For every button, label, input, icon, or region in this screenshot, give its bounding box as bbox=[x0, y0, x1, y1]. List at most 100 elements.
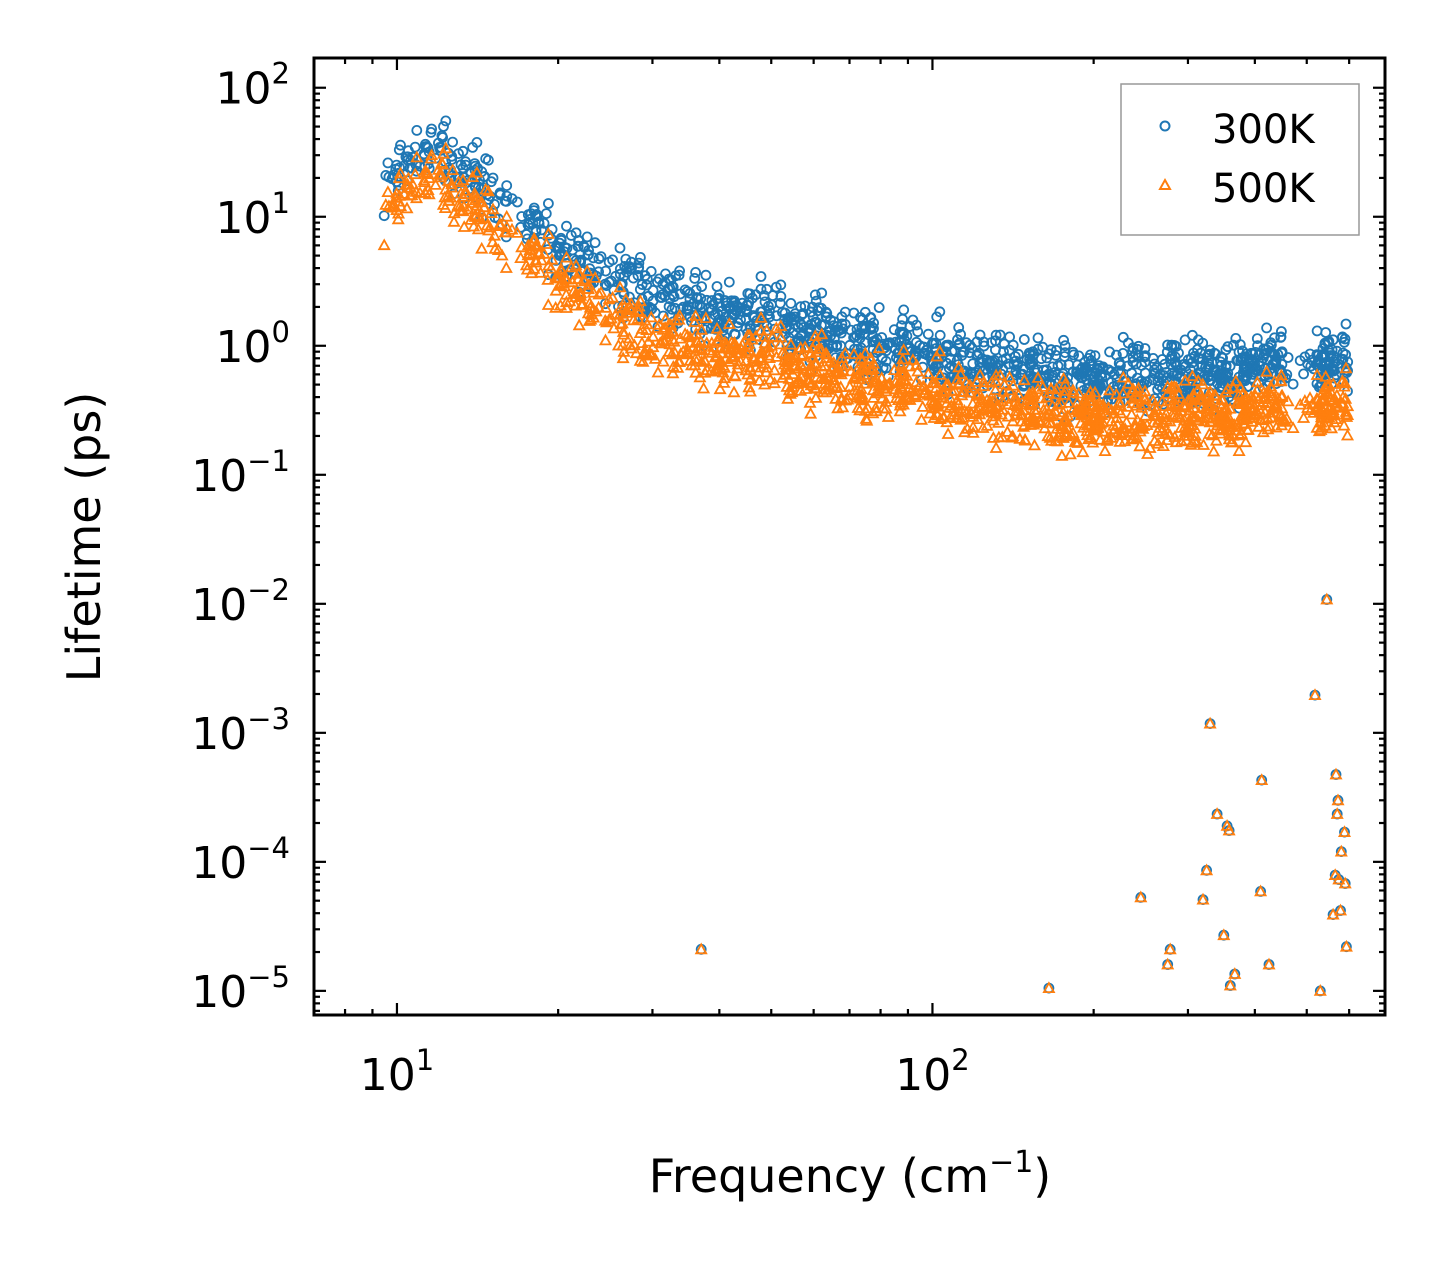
point-300k bbox=[796, 309, 807, 321]
point-500k bbox=[996, 385, 1011, 397]
point-500k bbox=[699, 311, 713, 324]
point-500k bbox=[545, 252, 559, 265]
point-500k bbox=[766, 329, 780, 342]
x-tick-label: 102 bbox=[895, 1043, 969, 1101]
point-500k bbox=[515, 240, 529, 253]
point-500k bbox=[951, 411, 965, 424]
point-500k bbox=[401, 177, 415, 190]
point-300k bbox=[625, 263, 636, 275]
point-300k bbox=[775, 279, 787, 291]
point-500k bbox=[1163, 414, 1177, 427]
point-500k bbox=[1148, 434, 1162, 446]
point-500k bbox=[655, 336, 669, 349]
point-500k bbox=[977, 375, 991, 388]
point-500k bbox=[1161, 379, 1175, 392]
point-300k bbox=[1308, 363, 1320, 375]
point-500k bbox=[1190, 435, 1204, 448]
point-500k bbox=[1239, 435, 1253, 448]
point-500k bbox=[442, 193, 456, 206]
point-300k bbox=[726, 308, 738, 320]
y-tick-label: 10−4 bbox=[191, 831, 290, 889]
point-300k bbox=[1331, 345, 1343, 357]
point-500k bbox=[438, 201, 452, 214]
point-500k bbox=[1116, 386, 1130, 399]
point-500k bbox=[693, 370, 707, 383]
point-500k bbox=[739, 363, 753, 376]
point-500k bbox=[829, 381, 843, 394]
point-500k bbox=[569, 286, 583, 299]
point-500k bbox=[984, 375, 999, 388]
point-500k bbox=[809, 335, 823, 348]
plot-frame bbox=[312, 56, 1387, 1017]
point-500k bbox=[1089, 422, 1104, 435]
point-500k bbox=[1059, 429, 1073, 442]
point-500k bbox=[574, 297, 589, 310]
point-300k bbox=[506, 193, 518, 205]
point-500k bbox=[1098, 444, 1112, 457]
point-500k bbox=[1137, 419, 1151, 431]
point-300k bbox=[538, 217, 550, 229]
point-300k bbox=[803, 325, 814, 337]
point-500k bbox=[599, 300, 613, 313]
point-500k bbox=[879, 401, 893, 414]
point-500k bbox=[995, 394, 1009, 407]
point-500k bbox=[1341, 399, 1355, 412]
tick-labels: 101 102 102 101 100 10−1 10−2 10−3 10−4 10−5 bbox=[191, 57, 969, 1101]
point-300k bbox=[621, 263, 632, 275]
point-500k bbox=[417, 173, 431, 186]
point-500k bbox=[866, 370, 880, 383]
point-500k bbox=[1016, 419, 1031, 432]
point-500k bbox=[906, 353, 920, 365]
point-500k bbox=[741, 328, 755, 341]
point-300k bbox=[741, 299, 753, 311]
point-500k bbox=[1051, 434, 1065, 447]
point-500k bbox=[1063, 447, 1077, 460]
point-500k bbox=[893, 398, 907, 411]
point-500k bbox=[697, 381, 711, 394]
point-500k bbox=[973, 368, 987, 381]
point-500k bbox=[1056, 405, 1070, 418]
point-300k bbox=[945, 353, 956, 365]
point-300k bbox=[1276, 347, 1288, 359]
point-500k bbox=[1163, 942, 1177, 955]
y-tick-label: 10−5 bbox=[191, 960, 290, 1018]
point-500k bbox=[1017, 373, 1031, 386]
point-300k bbox=[1160, 366, 1172, 378]
point-500k bbox=[708, 350, 722, 363]
point-500k bbox=[1239, 412, 1253, 425]
point-300k bbox=[1232, 354, 1244, 366]
point-500k bbox=[966, 426, 980, 438]
point-500k bbox=[527, 234, 541, 247]
point-500k bbox=[895, 365, 909, 378]
point-500k bbox=[486, 235, 500, 248]
point-500k bbox=[1080, 424, 1094, 437]
point-500k bbox=[1141, 447, 1155, 459]
point-500k bbox=[954, 367, 968, 380]
point-500k bbox=[1072, 386, 1086, 399]
point-500k bbox=[651, 365, 665, 378]
point-300k bbox=[1317, 343, 1329, 354]
point-300k bbox=[460, 156, 471, 168]
point-500k bbox=[1117, 425, 1131, 438]
point-300k bbox=[1166, 368, 1178, 379]
point-300k bbox=[1192, 334, 1204, 346]
point-500k bbox=[458, 183, 473, 196]
point-500k bbox=[923, 388, 937, 401]
point-500k bbox=[607, 321, 621, 334]
point-500k bbox=[1205, 428, 1219, 441]
point-500k bbox=[1002, 383, 1016, 396]
point-500k bbox=[794, 349, 809, 362]
point-500k bbox=[1170, 409, 1184, 422]
point-500k bbox=[1070, 395, 1084, 408]
point-500k bbox=[1310, 368, 1324, 380]
point-500k bbox=[847, 347, 861, 360]
point-300k bbox=[1018, 380, 1029, 392]
point-500k bbox=[441, 188, 456, 201]
point-300k bbox=[656, 292, 667, 303]
point-300k bbox=[873, 302, 885, 313]
point-300k bbox=[1067, 366, 1079, 378]
point-500k bbox=[462, 202, 476, 215]
point-500k bbox=[804, 406, 818, 419]
point-500k bbox=[617, 309, 631, 322]
point-300k bbox=[1337, 331, 1348, 343]
